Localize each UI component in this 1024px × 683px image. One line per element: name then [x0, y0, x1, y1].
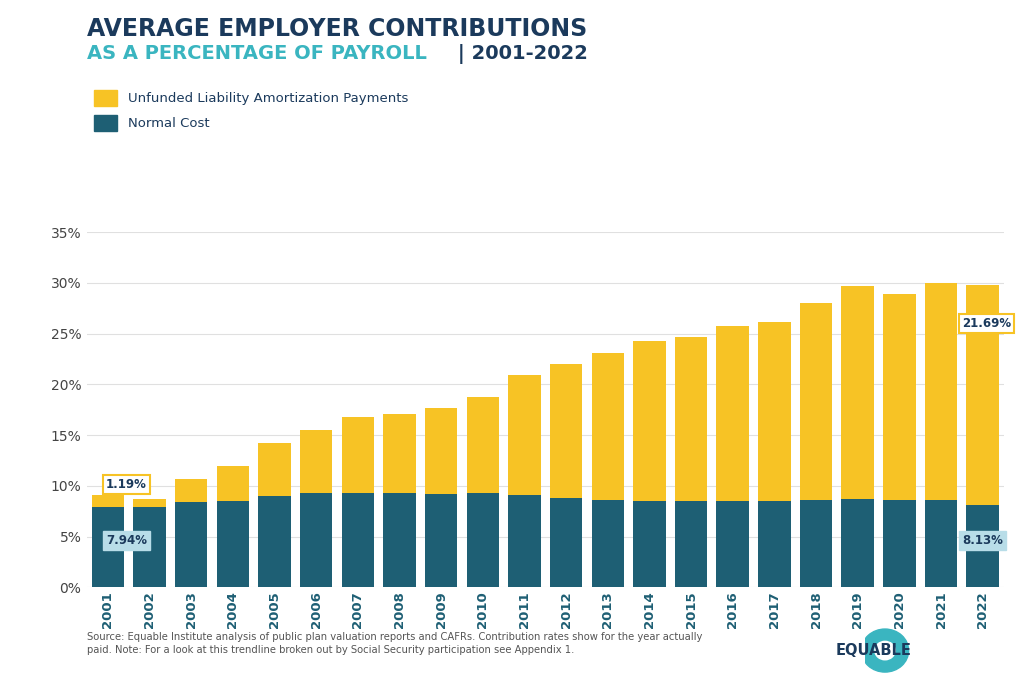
Bar	[91, 507, 124, 587]
Text: 21.69%: 21.69%	[962, 318, 1011, 331]
Bar	[883, 294, 915, 500]
Bar	[217, 501, 249, 587]
Bar	[883, 500, 915, 587]
Bar	[842, 499, 873, 587]
Legend: Unfunded Liability Amortization Payments, Normal Cost: Unfunded Liability Amortization Payments…	[93, 89, 409, 131]
Text: 1.19%: 1.19%	[105, 477, 146, 490]
Bar	[592, 353, 624, 500]
Bar	[717, 501, 749, 587]
Text: AS A PERCENTAGE OF PAYROLL: AS A PERCENTAGE OF PAYROLL	[87, 44, 427, 64]
Text: EQUABLE: EQUABLE	[836, 643, 911, 658]
Bar	[633, 501, 666, 587]
Text: | 2001-2022: | 2001-2022	[451, 44, 588, 64]
Circle shape	[874, 641, 895, 660]
Circle shape	[861, 629, 908, 672]
Bar	[758, 322, 791, 501]
Bar	[133, 507, 166, 587]
Bar	[133, 499, 166, 507]
Bar	[550, 498, 583, 587]
Text: Source: Equable Institute analysis of public plan valuation reports and CAFRs. C: Source: Equable Institute analysis of pu…	[87, 632, 702, 655]
Bar	[217, 466, 249, 501]
Bar	[383, 414, 416, 493]
Bar	[508, 495, 541, 587]
Bar	[425, 408, 458, 494]
Bar	[91, 494, 124, 507]
Bar	[467, 493, 499, 587]
Bar	[175, 502, 208, 587]
Bar	[342, 417, 374, 493]
Bar	[842, 286, 873, 499]
Bar	[967, 505, 999, 587]
Bar	[175, 479, 208, 502]
Bar	[508, 375, 541, 495]
Bar	[675, 337, 708, 501]
Bar	[258, 496, 291, 587]
Bar	[758, 501, 791, 587]
Bar	[717, 326, 749, 501]
Bar	[467, 397, 499, 493]
Bar	[925, 283, 957, 500]
Bar	[592, 500, 624, 587]
Text: 7.94%: 7.94%	[105, 534, 146, 547]
Bar	[967, 285, 999, 505]
Bar	[633, 341, 666, 501]
Text: 8.13%: 8.13%	[962, 534, 1002, 547]
Bar	[425, 494, 458, 587]
Bar	[258, 443, 291, 496]
Bar	[300, 493, 333, 587]
Bar	[925, 500, 957, 587]
Bar	[800, 500, 833, 587]
Bar	[550, 364, 583, 498]
Bar	[383, 493, 416, 587]
Bar	[800, 303, 833, 500]
Text: AVERAGE EMPLOYER CONTRIBUTIONS: AVERAGE EMPLOYER CONTRIBUTIONS	[87, 17, 588, 41]
Bar	[342, 493, 374, 587]
Bar	[675, 501, 708, 587]
Bar	[300, 430, 333, 493]
